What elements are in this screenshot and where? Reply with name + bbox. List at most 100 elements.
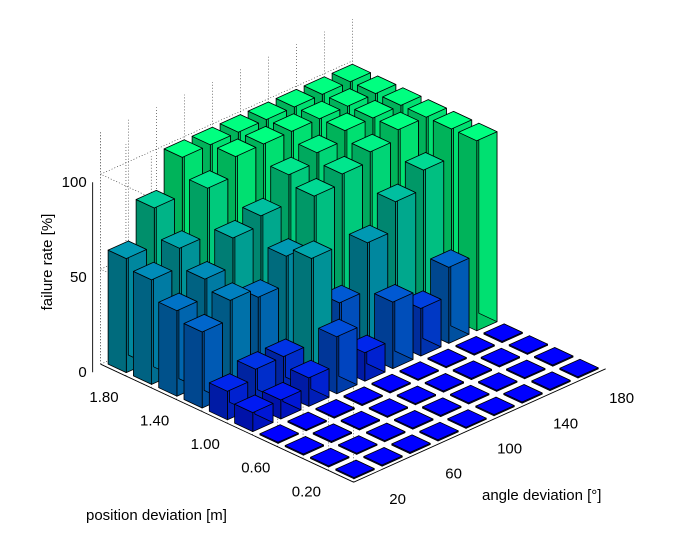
bar-a180-p0.6: [508, 335, 548, 355]
axes-frame: [92, 182, 606, 483]
bar-a160-p0.2: [531, 371, 571, 391]
bar-top: [292, 240, 333, 259]
bar-top: [298, 134, 338, 154]
bar-top: [483, 323, 523, 342]
bar-top: [363, 447, 403, 466]
bar-top: [158, 292, 198, 312]
bar-top: [318, 318, 358, 338]
bar-top: [475, 396, 515, 415]
bar-top: [534, 347, 574, 366]
bar-top: [455, 336, 495, 355]
bar-top: [399, 361, 439, 380]
bar-a100-p0.8: [371, 373, 411, 394]
bar-top: [247, 101, 287, 120]
bar-top: [208, 373, 249, 392]
bar-top: [211, 282, 251, 301]
bar-top: [161, 230, 201, 249]
bar-top: [163, 139, 203, 158]
bar-a20-p1: [234, 394, 274, 432]
bar-a80-p0.8: [343, 386, 383, 406]
angle-axis-line: [353, 368, 606, 483]
bar-a100-p0.4: [422, 397, 462, 417]
bar-a60-p0.2: [391, 434, 431, 454]
bar-a180-p0.4: [534, 347, 574, 367]
bar-a180-p0.8: [483, 323, 523, 343]
bar-a80-p0.2: [419, 421, 459, 442]
bar-top: [357, 75, 397, 94]
bar-face: [478, 122, 498, 323]
bar-top: [559, 358, 599, 378]
bar-top: [183, 314, 223, 333]
bar-top: [404, 152, 445, 171]
grid-line: [100, 60, 353, 175]
bar-top: [234, 394, 274, 413]
bar-top: [329, 88, 369, 107]
bar-top: [303, 76, 343, 95]
bar-a180-p0.2: [559, 358, 599, 379]
bar-a20-p0.4: [310, 447, 350, 468]
bar-top: [351, 133, 391, 153]
bar-top: [368, 398, 408, 417]
bar-a60-p0.6: [340, 410, 380, 431]
bar-top: [450, 384, 490, 404]
angle-tick-label: 140: [553, 415, 578, 432]
bar-top: [262, 382, 302, 401]
bar-top: [191, 126, 231, 146]
z-tick-label: 100: [62, 174, 87, 191]
position-tick-label: 1.00: [191, 436, 220, 453]
bar-top: [335, 459, 375, 478]
bar-top: [217, 138, 257, 157]
angle-tick-label: 180: [609, 390, 634, 407]
angle-tick-label: 100: [497, 441, 522, 458]
bar-top: [407, 99, 447, 118]
bar-face: [158, 301, 178, 397]
bar-top: [323, 156, 363, 175]
bar-top: [531, 371, 571, 390]
bar-top: [264, 338, 305, 357]
bar-top: [371, 373, 411, 393]
bar-top: [326, 112, 366, 131]
bars-layer: [107, 63, 599, 480]
bar-top: [290, 359, 330, 379]
bar-top: [348, 224, 389, 244]
bar-face: [133, 271, 152, 385]
bar-top: [219, 114, 259, 133]
bar-a160-p0.6: [480, 347, 520, 368]
bar-top: [374, 284, 414, 303]
bar-top: [273, 113, 313, 132]
bar-face: [107, 249, 127, 373]
bar-top: [259, 424, 299, 443]
bar-top: [186, 261, 226, 280]
bar-top: [312, 423, 352, 442]
position-tick-label: 0.20: [292, 483, 321, 500]
bar-top: [343, 386, 383, 405]
position-axis-line: [100, 363, 354, 483]
bar-a20-p0.2: [335, 459, 375, 480]
bar-top: [478, 372, 518, 391]
bar-top: [366, 422, 406, 441]
bar-top: [432, 111, 473, 130]
bar-a80-p0.4: [394, 410, 434, 430]
bar-top: [214, 220, 254, 239]
y-axis-label: position deviation [m]: [86, 507, 227, 524]
bar-top: [430, 249, 470, 268]
bar-top: [376, 183, 417, 203]
z-tick-label: 50: [70, 269, 87, 286]
bar-a140-p0.4: [478, 372, 518, 392]
bar-top: [424, 373, 464, 392]
bar-top: [394, 410, 434, 429]
bar-top: [396, 385, 436, 404]
bar-a140-p0.6: [452, 360, 492, 380]
bar-a40-p0.4: [338, 435, 378, 455]
bar-top: [419, 421, 459, 441]
bar-top: [284, 436, 324, 455]
bar-top: [315, 399, 355, 418]
bar-top: [245, 126, 285, 145]
angle-tick-label: 20: [389, 491, 406, 508]
bar-top: [270, 156, 310, 176]
bar-top: [287, 411, 327, 430]
bar-top: [340, 410, 380, 430]
bar-a20-p0.8: [259, 424, 299, 444]
tick-labels: 20 60 100 140 180 0.20 0.60 1.00 1.40 1.800 50 100: [62, 174, 634, 508]
